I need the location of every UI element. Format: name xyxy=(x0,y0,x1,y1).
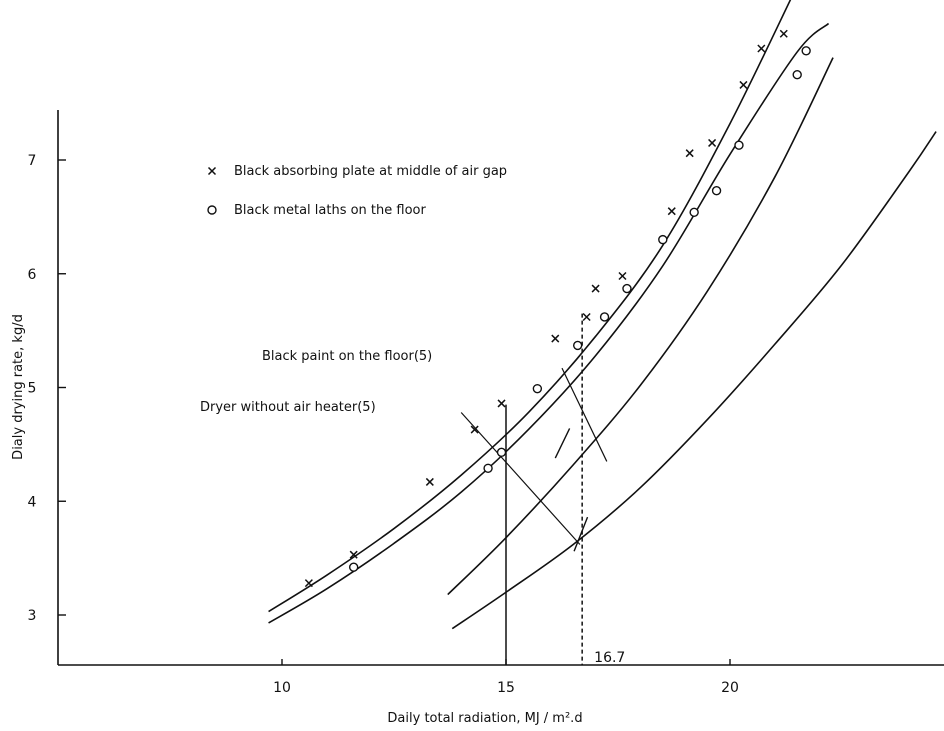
cross-stroke xyxy=(685,149,694,158)
series-2-point xyxy=(532,383,543,394)
series-2-point xyxy=(801,46,811,56)
y-tick-label: 5 xyxy=(28,381,37,397)
cross-stroke xyxy=(591,284,600,293)
cross-stroke xyxy=(470,425,479,434)
cross-stroke xyxy=(667,207,676,216)
legend-marker-1 xyxy=(207,166,217,176)
x-tick-label: 20 xyxy=(721,680,739,696)
series-1-point xyxy=(685,149,694,158)
data-points xyxy=(304,29,811,588)
axis-labels: Daily total radiation, MJ / m².d Dialy dr… xyxy=(11,314,583,726)
series-1-point xyxy=(739,80,748,89)
x-axis-title: Daily total radiation, MJ / m².d xyxy=(387,711,582,726)
cross-stroke xyxy=(582,312,591,322)
reference-line-label: 16.7 xyxy=(594,650,625,666)
series-2-point xyxy=(689,207,699,218)
series-2-point xyxy=(483,463,493,473)
series-1-point xyxy=(779,29,788,38)
series-1-point xyxy=(591,284,600,293)
series-2-point xyxy=(348,562,359,572)
cross-stroke xyxy=(708,138,717,147)
reference-lines: 16.7 xyxy=(505,313,625,666)
axes: 3 4 5 6 7 10 15 20 xyxy=(28,110,944,696)
series-2-point xyxy=(572,340,583,351)
series-1-point xyxy=(551,334,560,343)
curve-2 xyxy=(268,22,830,624)
y-tick-label: 4 xyxy=(28,494,37,510)
y-axis-title: Dialy drying rate, kg/d xyxy=(11,314,26,460)
series-2-point xyxy=(792,69,802,80)
bracket-tick-2 xyxy=(573,516,589,552)
series-2-point xyxy=(599,312,610,322)
series-1-point xyxy=(667,207,676,216)
cross-stroke xyxy=(779,29,788,38)
series-1-point xyxy=(497,399,506,408)
curve-1 xyxy=(268,0,792,613)
y-tick-label: 7 xyxy=(28,153,37,169)
legend-label-1: Black absorbing plate at middle of air g… xyxy=(234,164,507,179)
series-2-point xyxy=(658,234,668,245)
y-tick-label: 3 xyxy=(28,608,37,624)
fitted-curves xyxy=(268,0,937,630)
series-2-point xyxy=(496,447,507,458)
curve-4 xyxy=(451,131,937,630)
cross-stroke xyxy=(425,477,434,486)
series-1-point xyxy=(708,138,717,147)
annotation-leader-2 xyxy=(460,412,581,545)
series-1-point xyxy=(349,550,358,559)
series-1-point xyxy=(618,271,627,281)
cross-stroke xyxy=(739,80,748,89)
series-2-point xyxy=(622,283,632,294)
series-1-point xyxy=(582,312,591,322)
x-tick-label: 15 xyxy=(497,680,515,696)
x-tick-label: 10 xyxy=(273,680,291,696)
bracket-tick-1 xyxy=(554,428,571,459)
annotation-text-1: Black paint on the floor(5) xyxy=(262,349,432,364)
cross-stroke xyxy=(207,166,217,176)
annotation-text-2: Dryer without air heater(5) xyxy=(200,400,376,415)
cross-stroke xyxy=(757,44,766,53)
series-1-point xyxy=(757,44,766,53)
legend-label-2: Black metal laths on the floor xyxy=(234,203,426,218)
series-2-point xyxy=(711,186,722,196)
cross-stroke xyxy=(304,579,313,588)
series-1-point xyxy=(470,425,479,434)
legend: Black absorbing plate at middle of air g… xyxy=(207,164,507,218)
annotation-leader-1 xyxy=(561,367,608,462)
cross-stroke xyxy=(551,334,560,343)
series-2-point xyxy=(734,140,744,150)
series-1-point xyxy=(425,477,434,486)
y-tick-label: 6 xyxy=(28,267,37,283)
cross-stroke xyxy=(618,271,627,281)
cross-stroke xyxy=(497,399,506,408)
legend-marker-2 xyxy=(207,205,217,215)
annotations: Black paint on the floor(5) Dryer without… xyxy=(200,349,608,552)
cross-stroke xyxy=(349,550,358,559)
series-1-point xyxy=(304,579,313,588)
